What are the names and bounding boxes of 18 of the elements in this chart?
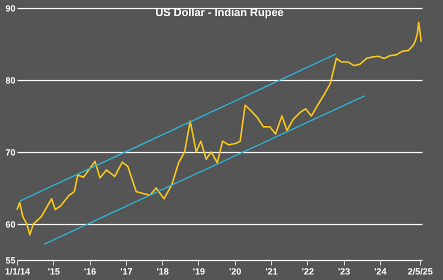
x-tick-label: '24	[374, 266, 386, 276]
x-tick-label: '22	[302, 266, 314, 276]
x-tick-label: '19	[192, 266, 206, 276]
x-tick-label: '20	[229, 266, 242, 276]
x-tick-label: '15	[48, 266, 60, 276]
x-tick-label: 1/1/14	[4, 266, 30, 276]
line-series	[16, 22, 422, 236]
x-tick-label: '18	[156, 266, 169, 276]
y-tick-label: 60	[5, 220, 16, 230]
y-tick-label: 55	[5, 256, 16, 266]
x-tick-label: '23	[338, 266, 350, 276]
x-tick-label: 2/5/25	[408, 266, 433, 276]
y-tick-label: 70	[5, 148, 16, 158]
x-tick-label: '21	[265, 266, 278, 276]
y-tick-label: 90	[5, 4, 16, 14]
y-tick-label: 80	[5, 76, 16, 86]
x-tick-label: '17	[120, 266, 132, 276]
x-tick-label: '16	[84, 266, 96, 276]
